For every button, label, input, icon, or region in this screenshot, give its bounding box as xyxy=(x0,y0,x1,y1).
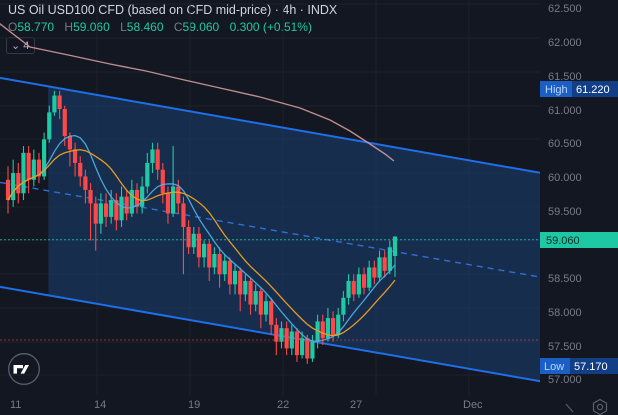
svg-text:22: 22 xyxy=(277,399,289,411)
svg-text:61.220: 61.220 xyxy=(576,84,610,96)
svg-text:19: 19 xyxy=(188,399,200,411)
svg-text:11: 11 xyxy=(10,399,21,411)
svg-text:58.500: 58.500 xyxy=(548,273,582,285)
svg-text:14: 14 xyxy=(94,399,106,411)
svg-text:27: 27 xyxy=(350,399,362,411)
svg-text:62.500: 62.500 xyxy=(548,3,582,15)
svg-text:59.060: 59.060 xyxy=(546,235,580,247)
svg-text:61.000: 61.000 xyxy=(548,105,582,117)
svg-text:60.500: 60.500 xyxy=(548,138,582,150)
svg-text:57.000: 57.000 xyxy=(548,374,582,386)
svg-text:Low: Low xyxy=(544,361,564,373)
svg-text:57.170: 57.170 xyxy=(574,361,608,373)
svg-text:Dec: Dec xyxy=(463,399,483,411)
svg-text:59.500: 59.500 xyxy=(548,206,582,218)
svg-text:62.000: 62.000 xyxy=(548,37,582,49)
svg-text:High: High xyxy=(545,84,568,96)
svg-text:60.000: 60.000 xyxy=(548,172,582,184)
svg-text:58.000: 58.000 xyxy=(548,307,582,319)
svg-text:57.500: 57.500 xyxy=(548,341,582,353)
